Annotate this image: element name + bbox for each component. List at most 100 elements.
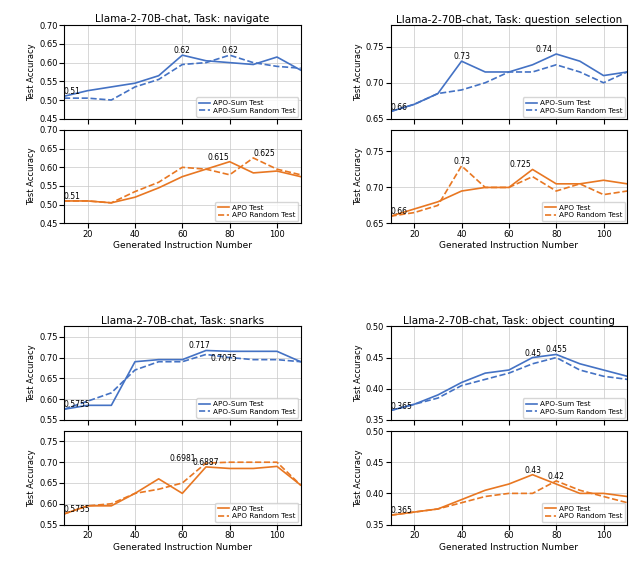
APO Test [297, 482, 305, 489]
Text: 0.455: 0.455 [545, 346, 567, 355]
APO-Sum Random Test [273, 356, 281, 363]
APO-Sum Random Test [60, 95, 68, 102]
APO Test [434, 199, 442, 205]
APO-Sum Random Test [576, 367, 584, 374]
APO-Sum Random Test [623, 376, 631, 383]
Text: 0.73: 0.73 [453, 52, 470, 61]
Line: APO Test: APO Test [64, 162, 301, 203]
Text: 0.625: 0.625 [253, 149, 275, 158]
APO-Sum Test [576, 58, 584, 65]
APO-Sum Test [600, 367, 607, 374]
Text: 0.717: 0.717 [188, 342, 210, 351]
APO-Sum Test [481, 68, 489, 75]
APO-Sum Random Test [529, 360, 536, 367]
APO Random Test [600, 191, 607, 198]
APO Test [387, 512, 394, 518]
Text: 0.51: 0.51 [64, 88, 81, 96]
APO Random Test [155, 179, 163, 186]
APO-Sum Random Test [623, 68, 631, 75]
APO-Sum Random Test [250, 356, 257, 363]
Line: APO Random Test: APO Random Test [390, 481, 627, 515]
APO-Sum Test [155, 356, 163, 363]
Text: 0.725: 0.725 [510, 160, 532, 169]
APO-Sum Test [131, 358, 139, 365]
APO Test [84, 197, 92, 204]
APO-Sum Test [84, 402, 92, 409]
APO Test [84, 503, 92, 509]
Line: APO Random Test: APO Random Test [64, 158, 301, 203]
Text: 0.6981: 0.6981 [169, 454, 196, 463]
Text: 0.51: 0.51 [64, 192, 81, 201]
APO Test [155, 185, 163, 191]
Legend: APO Test, APO Random Test: APO Test, APO Random Test [542, 503, 625, 522]
Y-axis label: Test Accuracy: Test Accuracy [354, 449, 363, 507]
APO-Sum Random Test [529, 68, 536, 75]
Legend: APO-Sum Test, APO-Sum Random Test: APO-Sum Test, APO-Sum Random Test [196, 398, 298, 418]
APO Random Test [226, 172, 234, 178]
APO Random Test [552, 188, 560, 195]
APO-Sum Random Test [505, 370, 513, 376]
APO Test [226, 158, 234, 165]
Legend: APO Test, APO Random Test: APO Test, APO Random Test [216, 202, 298, 221]
Text: 0.365: 0.365 [390, 506, 412, 515]
APO-Sum Test [552, 351, 560, 358]
APO-Sum Random Test [576, 68, 584, 75]
APO-Sum Test [387, 108, 394, 115]
APO Random Test [297, 482, 305, 489]
APO-Sum Random Test [273, 63, 281, 70]
APO Random Test [250, 155, 257, 162]
APO-Sum Random Test [552, 354, 560, 361]
APO Test [108, 503, 115, 509]
APO Test [529, 471, 536, 478]
APO Random Test [60, 511, 68, 517]
APO-Sum Random Test [179, 61, 186, 68]
APO-Sum Test [273, 348, 281, 355]
APO-Sum Random Test [108, 96, 115, 103]
X-axis label: Generated Instruction Number: Generated Instruction Number [440, 542, 579, 551]
APO-Sum Random Test [410, 401, 418, 408]
APO-Sum Test [387, 407, 394, 414]
APO-Sum Test [60, 406, 68, 413]
Line: APO-Sum Random Test: APO-Sum Random Test [390, 357, 627, 411]
APO-Sum Random Test [434, 90, 442, 97]
APO Random Test [297, 172, 305, 178]
APO Random Test [529, 490, 536, 496]
Text: 0.74: 0.74 [536, 45, 553, 54]
Line: APO-Sum Random Test: APO-Sum Random Test [390, 65, 627, 112]
APO Random Test [273, 166, 281, 173]
APO Test [529, 166, 536, 173]
APO Test [387, 213, 394, 219]
APO Test [458, 496, 465, 503]
APO-Sum Random Test [552, 61, 560, 68]
APO-Sum Test [250, 348, 257, 355]
Line: APO-Sum Test: APO-Sum Test [64, 55, 301, 96]
APO-Sum Random Test [250, 59, 257, 66]
Text: 0.615: 0.615 [208, 153, 230, 162]
Line: APO-Sum Random Test: APO-Sum Random Test [64, 55, 301, 100]
Text: 0.5755: 0.5755 [64, 505, 91, 514]
Legend: APO-Sum Test, APO-Sum Random Test: APO-Sum Test, APO-Sum Random Test [523, 398, 625, 418]
APO-Sum Test [108, 402, 115, 409]
APO-Sum Random Test [387, 108, 394, 115]
APO-Sum Test [250, 61, 257, 68]
APO Random Test [108, 200, 115, 206]
Title: Llama-2-70B-chat, Task: question_selection: Llama-2-70B-chat, Task: question_selecti… [396, 15, 622, 25]
APO-Sum Random Test [434, 395, 442, 402]
APO Random Test [387, 512, 394, 518]
APO Test [410, 206, 418, 213]
APO-Sum Test [202, 347, 210, 354]
APO Test [179, 173, 186, 180]
APO-Sum Test [155, 72, 163, 79]
Text: 0.5755: 0.5755 [64, 400, 91, 410]
APO Random Test [202, 166, 210, 173]
APO-Sum Test [434, 90, 442, 97]
APO-Sum Test [273, 54, 281, 61]
Text: 0.43: 0.43 [524, 466, 541, 475]
APO Test [202, 166, 210, 173]
Legend: APO-Sum Test, APO-Sum Random Test: APO-Sum Test, APO-Sum Random Test [523, 97, 625, 117]
Line: APO-Sum Random Test: APO-Sum Random Test [64, 355, 301, 410]
APO-Sum Random Test [226, 52, 234, 58]
X-axis label: Generated Instruction Number: Generated Instruction Number [440, 241, 579, 250]
Text: 0.66: 0.66 [390, 207, 408, 216]
APO-Sum Random Test [387, 407, 394, 414]
